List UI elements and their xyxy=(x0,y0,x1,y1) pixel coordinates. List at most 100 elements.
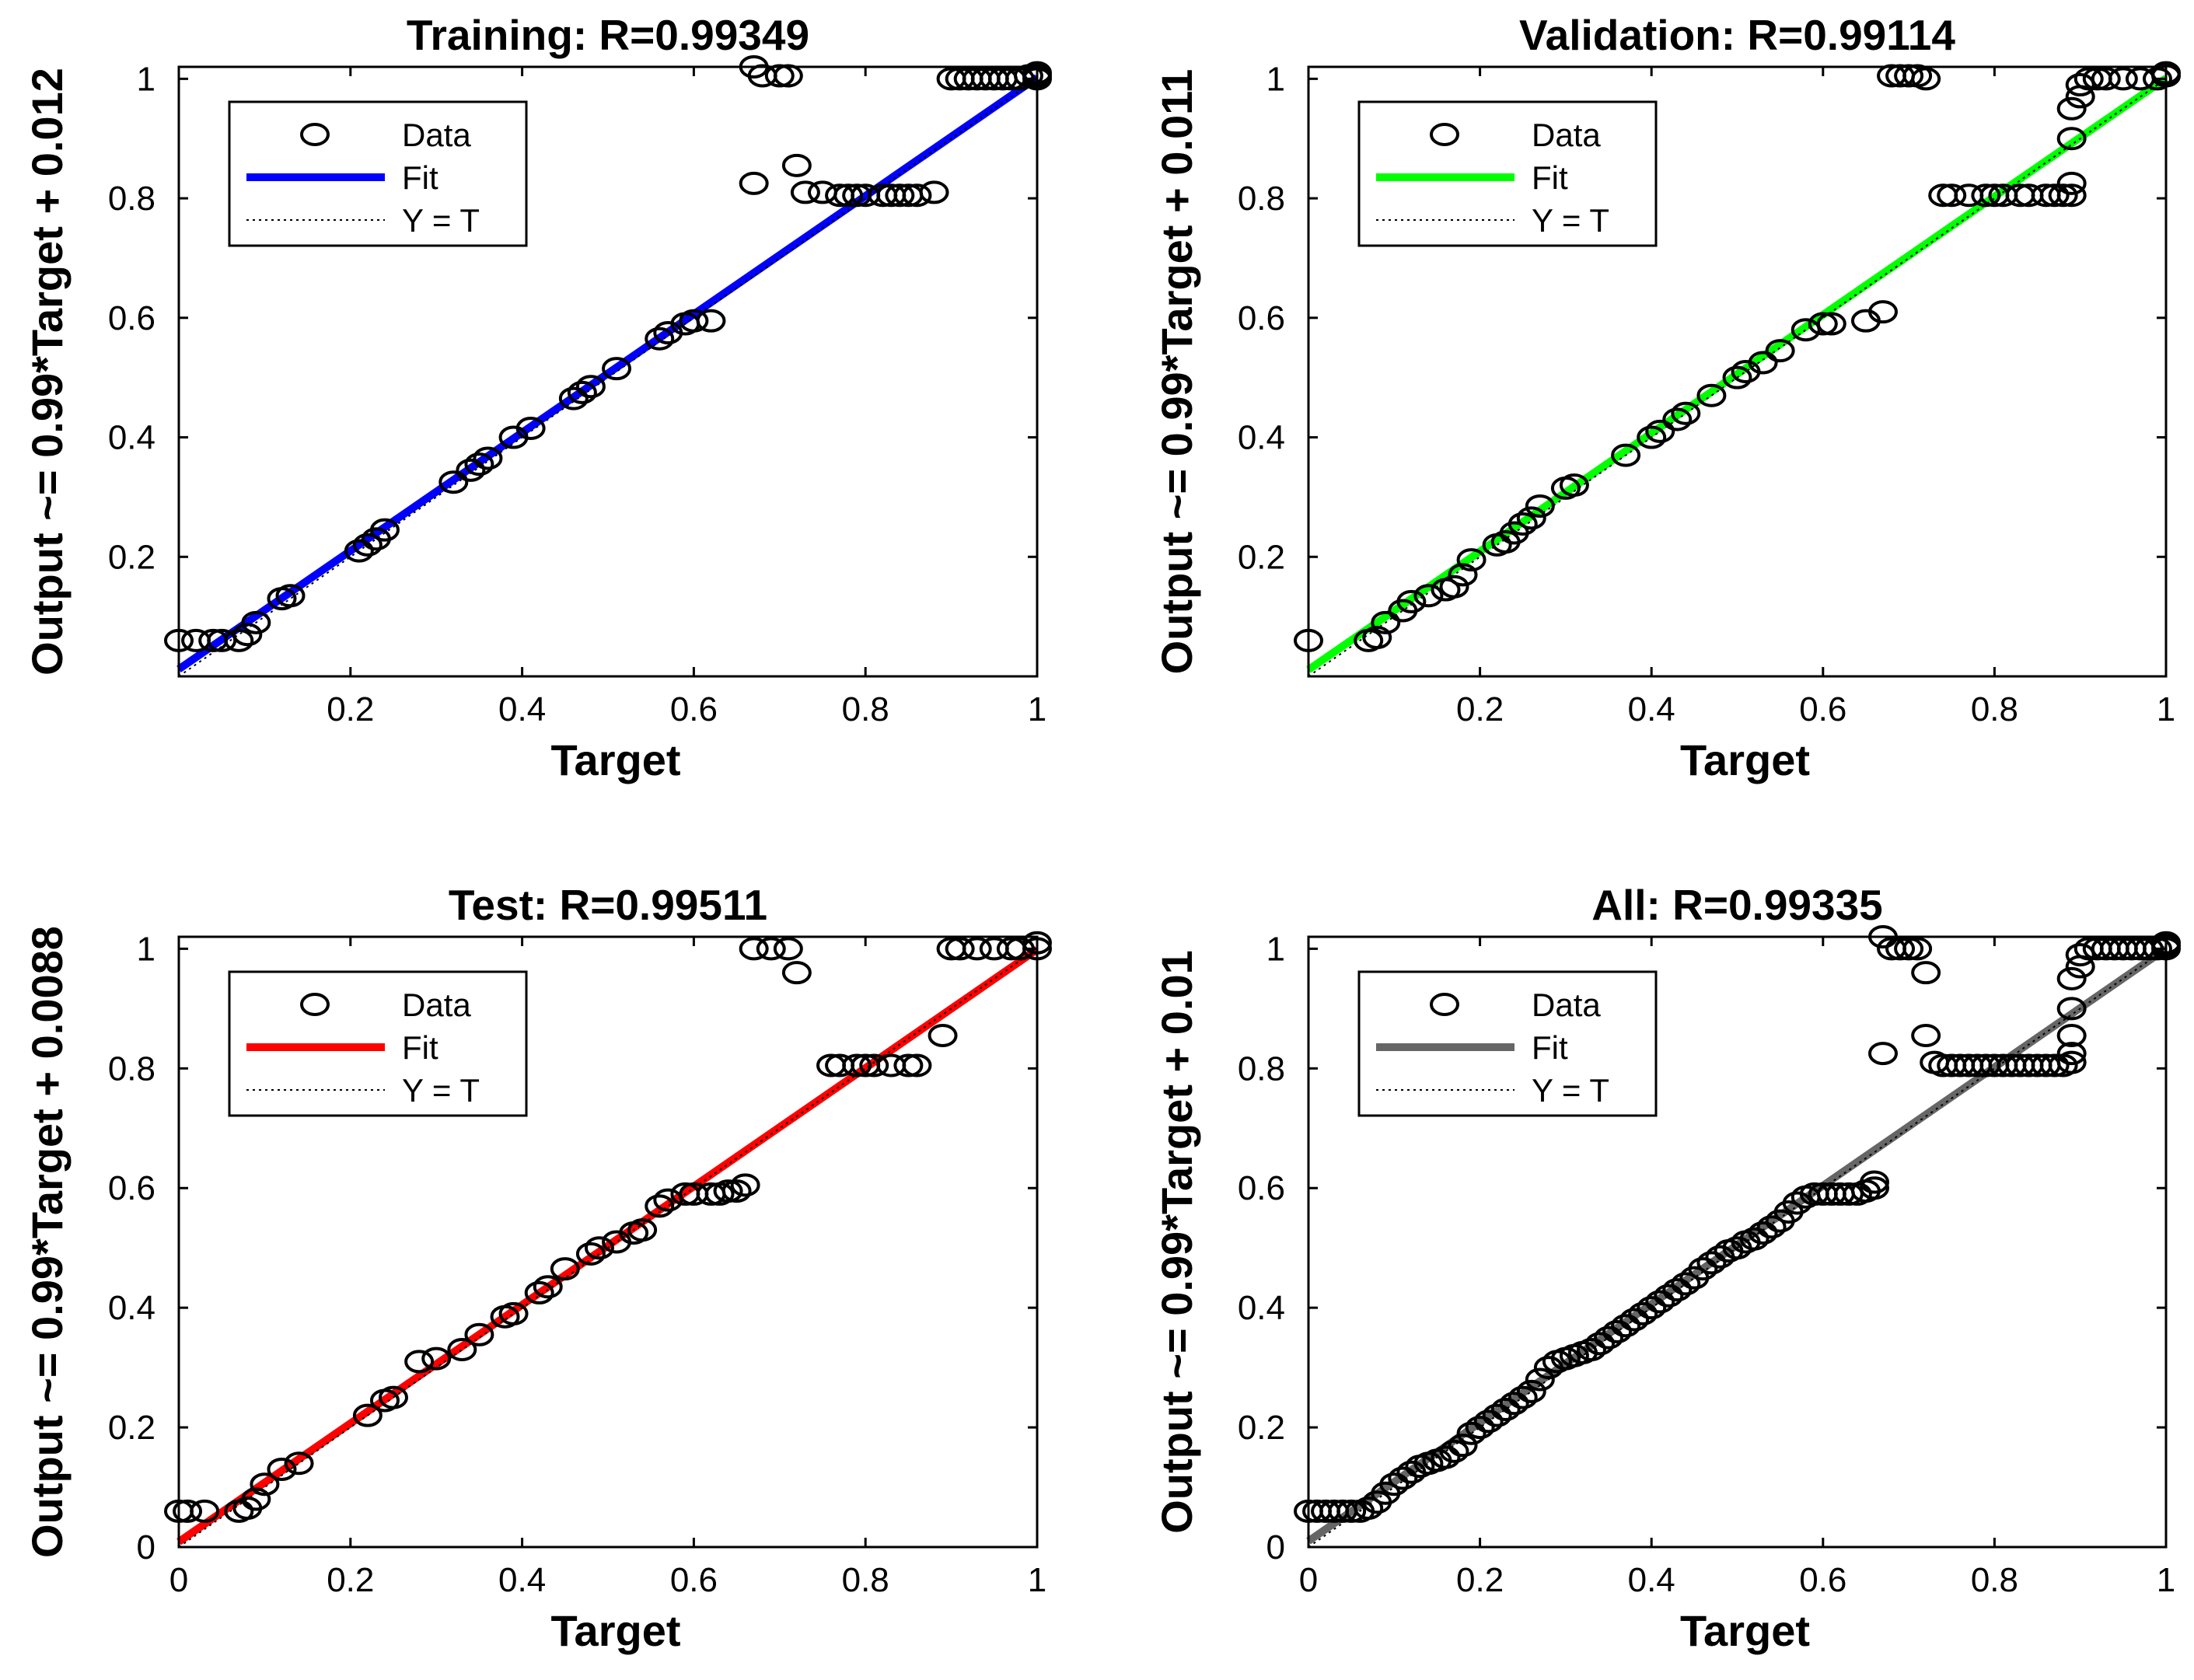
data-point xyxy=(2073,67,2104,91)
x-axis-label: Target xyxy=(551,735,681,784)
data-point xyxy=(1688,1257,1718,1281)
chart-panel-validation: Validation: R=0.99114 0.2 0.4 0.6 0.8 1 0.2 0.4… xyxy=(1152,11,2181,784)
data-point xyxy=(1388,1466,1418,1490)
data-point xyxy=(1662,407,1693,431)
data-point xyxy=(1859,1176,1889,1200)
axes-box xyxy=(177,65,1039,678)
x-tick-label: 0.6 xyxy=(670,1561,718,1599)
data-point xyxy=(1739,1227,1770,1251)
data-point xyxy=(473,446,503,470)
data-point xyxy=(438,470,469,494)
data-point xyxy=(1516,506,1546,530)
y-axis-label: Output ~= 0.99*Target + 0.012 xyxy=(23,68,72,676)
data-point xyxy=(1448,563,1478,587)
data-point xyxy=(833,183,864,208)
data-point xyxy=(1473,1409,1504,1434)
data-point xyxy=(1662,1278,1693,1302)
data-point xyxy=(696,309,726,333)
data-point xyxy=(421,1346,452,1371)
x-tick-label: 1 xyxy=(1028,1561,1046,1599)
data-point xyxy=(2056,1042,2087,1066)
data-point xyxy=(447,1338,477,1362)
data-point xyxy=(1413,584,1444,608)
data-points xyxy=(1294,925,2181,1523)
data-point xyxy=(781,961,812,985)
data-point xyxy=(730,1173,760,1197)
data-point xyxy=(379,1385,408,1409)
data-point xyxy=(404,1350,435,1374)
data-point xyxy=(1696,1251,1727,1275)
legend-marker-data xyxy=(1430,993,1459,1016)
x-axis-label: Target xyxy=(1680,1606,1810,1655)
fit-line xyxy=(176,74,1039,672)
data-point xyxy=(842,1053,872,1078)
data-point xyxy=(808,180,837,204)
data-point xyxy=(1396,589,1427,613)
x-axis-label: Target xyxy=(1680,735,1810,784)
legend-marker-data xyxy=(300,123,330,146)
y-tick-label: 1 xyxy=(137,60,155,98)
data-point xyxy=(1448,1434,1478,1458)
y-tick-label: 0.6 xyxy=(1238,299,1285,337)
chart-title: All: R=0.99335 xyxy=(1591,881,1883,929)
y-tick-label: 0.8 xyxy=(108,180,155,218)
data-point xyxy=(2048,183,2078,208)
x-tick-label: 0.8 xyxy=(1971,690,2018,728)
data-point xyxy=(1765,339,1795,363)
y-tick-label: 0.6 xyxy=(108,299,155,337)
data-point xyxy=(241,1487,271,1511)
data-point xyxy=(575,375,606,399)
data-point xyxy=(1611,1314,1641,1338)
data-point xyxy=(464,1322,494,1346)
data-point xyxy=(2039,1053,2070,1078)
data-point xyxy=(1748,1221,1778,1245)
data-point xyxy=(558,386,589,410)
legend-label-fit: Fit xyxy=(402,159,438,196)
data-point xyxy=(627,1218,658,1242)
data-point xyxy=(1859,1170,1889,1194)
x-tick-label: 0.8 xyxy=(842,690,889,728)
y-tick-label: 0.8 xyxy=(1238,180,1285,218)
y-tick-label: 0.2 xyxy=(108,1409,155,1447)
data-point xyxy=(1671,401,1701,425)
data-point xyxy=(919,180,949,204)
y-axis-label: Output ~= 0.99*Target + 0.0088 xyxy=(23,926,72,1558)
data-point xyxy=(739,171,769,195)
data-point xyxy=(679,309,709,333)
chart-panel-test: Test: R=0.99511 0 0.2 0.4 0.6 0.8 1 0 0.2 0.4 0.6 0… xyxy=(23,881,1052,1655)
chart-title: Validation: R=0.99114 xyxy=(1519,11,1955,59)
data-point xyxy=(1602,1319,1633,1343)
legend-label-data: Data xyxy=(402,987,471,1023)
legend-marker-data xyxy=(300,993,330,1016)
y-tick-label: 0.4 xyxy=(1238,1289,1285,1327)
data-point xyxy=(1516,1379,1546,1403)
legend: Data Fit Y = T xyxy=(228,970,528,1117)
data-point xyxy=(1594,1325,1624,1350)
data-point xyxy=(456,458,486,482)
x-tick-label: 0.6 xyxy=(670,690,718,728)
x-tick-label: 0.6 xyxy=(1799,690,1846,728)
data-point xyxy=(369,518,400,542)
data-point xyxy=(1637,425,1667,449)
data-point xyxy=(1696,383,1727,407)
data-point xyxy=(344,539,374,563)
data-point xyxy=(1885,937,1916,961)
y-tick-label: 0.2 xyxy=(1238,1409,1285,1447)
data-point xyxy=(2056,1050,2087,1074)
axes-box xyxy=(1307,65,2168,678)
data-point xyxy=(1439,575,1469,599)
data-point xyxy=(533,1275,563,1299)
data-point xyxy=(1336,1499,1367,1523)
data-point xyxy=(2056,183,2087,208)
y-axis-label: Output ~= 0.99*Target + 0.011 xyxy=(1152,69,1201,675)
data-point xyxy=(2056,966,2087,990)
data-point xyxy=(1611,443,1641,467)
data-point xyxy=(190,1499,220,1523)
data-point xyxy=(1576,1338,1606,1362)
data-point xyxy=(1508,1385,1538,1409)
data-point xyxy=(224,628,254,652)
data-point xyxy=(1508,512,1538,536)
data-point xyxy=(567,380,597,404)
data-point xyxy=(739,937,769,961)
